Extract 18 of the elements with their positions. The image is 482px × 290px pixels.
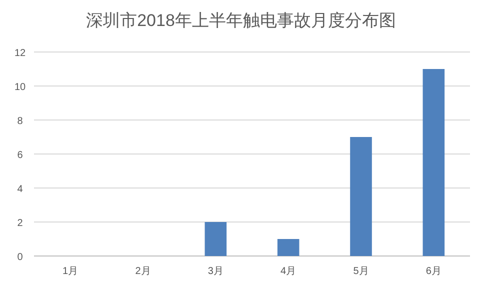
x-tick-label: 3月 [208, 266, 224, 277]
x-tick-label: 5月 [353, 266, 369, 277]
bar [422, 69, 445, 256]
bar [350, 137, 372, 256]
y-tick-label: 8 [17, 116, 24, 127]
x-tick-label: 4月 [280, 266, 296, 277]
y-tick-label: 6 [17, 150, 24, 161]
x-tick-label: 2月 [135, 266, 151, 277]
y-tick-label: 4 [17, 184, 24, 195]
y-tick-label: 12 [14, 48, 26, 59]
y-tick-label: 10 [14, 82, 26, 93]
x-tick-label: 6月 [426, 266, 442, 277]
bar [277, 239, 300, 256]
chart-title: 深圳市2018年上半年触电事故月度分布图 [86, 11, 396, 30]
y-tick-label: 0 [17, 252, 24, 263]
x-tick-label: 1月 [62, 266, 78, 277]
y-tick-label: 2 [17, 218, 24, 229]
bar [204, 222, 227, 256]
